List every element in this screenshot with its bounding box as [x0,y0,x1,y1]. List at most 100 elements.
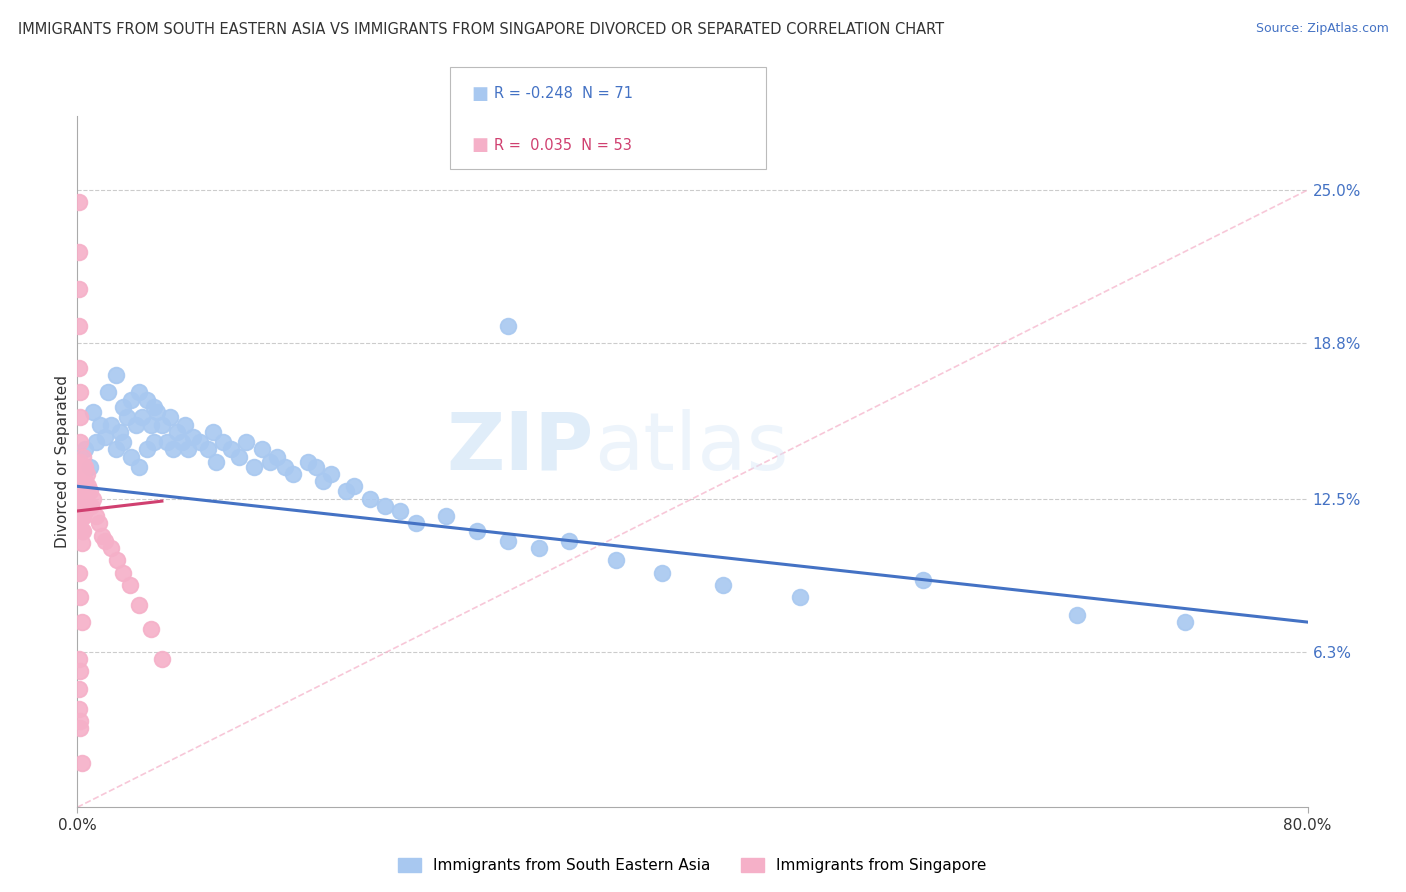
Point [67,282,90,296]
Point [69,472,91,486]
Point [73,442,96,457]
Text: ■: ■ [471,136,488,154]
Point [69,434,91,449]
Text: IMMIGRANTS FROM SOUTH EASTERN ASIA VS IMMIGRANTS FROM SINGAPORE DIVORCED OR SEPA: IMMIGRANTS FROM SOUTH EASTERN ASIA VS IM… [18,22,945,37]
Point [69,484,91,499]
Point [69,714,91,728]
Point [359,491,381,506]
Point [67,360,90,375]
Point [1174,615,1197,629]
Point [305,459,328,474]
Point [76,484,98,499]
Point [141,417,163,432]
Point [89,417,111,432]
Point [70,499,93,513]
Point [67,244,90,259]
Point [72,508,94,523]
Point [73,459,96,474]
Point [141,623,163,637]
Point [297,455,319,469]
Point [69,665,91,679]
Point [69,455,91,469]
Text: atlas: atlas [595,409,789,487]
Point [496,533,519,548]
Point [436,508,458,523]
Point [69,591,91,605]
Point [177,442,200,457]
Point [69,497,91,511]
Point [166,425,188,439]
Point [72,465,94,479]
Point [115,410,138,425]
Point [335,484,357,499]
Y-axis label: Divorced or Separated: Divorced or Separated [55,376,70,548]
Point [118,578,141,592]
Point [135,442,157,457]
Point [87,516,110,531]
Point [281,467,304,481]
Point [170,434,193,449]
Point [70,475,93,489]
Point [150,417,173,432]
Text: ■: ■ [471,85,488,103]
Point [558,533,581,548]
Point [319,467,342,481]
Point [84,434,107,449]
Point [72,494,94,508]
Point [389,504,412,518]
Point [104,368,127,383]
Point [77,479,100,493]
Point [70,524,93,538]
Point [159,410,181,425]
Point [67,681,90,696]
Point [201,425,224,439]
Point [496,318,519,333]
Point [69,508,91,523]
Point [94,533,117,548]
Point [69,721,91,735]
Point [120,392,142,407]
Point [94,430,117,444]
Point [651,566,673,580]
Point [188,434,212,449]
Point [110,425,132,439]
Point [374,499,396,513]
Point [112,566,135,580]
Point [131,410,153,425]
Point [143,434,166,449]
Point [72,450,94,464]
Point [228,450,250,464]
Point [70,536,93,550]
Point [219,442,242,457]
Point [259,455,281,469]
Point [120,450,142,464]
Point [105,553,128,567]
Point [84,508,107,523]
Text: Source: ZipAtlas.com: Source: ZipAtlas.com [1256,22,1389,36]
Point [162,442,184,457]
Text: R =  0.035  N = 53: R = 0.035 N = 53 [494,138,631,153]
Point [128,459,150,474]
Point [80,499,103,513]
Point [70,756,93,770]
Point [146,405,169,419]
Point [97,385,120,400]
Point [125,417,148,432]
Point [212,434,235,449]
Point [174,417,197,432]
Point [70,511,93,525]
Point [67,318,90,333]
Point [527,541,550,555]
Point [128,598,150,612]
Point [67,566,90,580]
Point [100,417,122,432]
Point [90,529,114,543]
Point [405,516,427,531]
Point [67,701,90,715]
Point [70,459,93,474]
Point [79,459,101,474]
Point [112,434,135,449]
Point [112,401,135,415]
Point [67,652,90,666]
Point [73,504,96,518]
